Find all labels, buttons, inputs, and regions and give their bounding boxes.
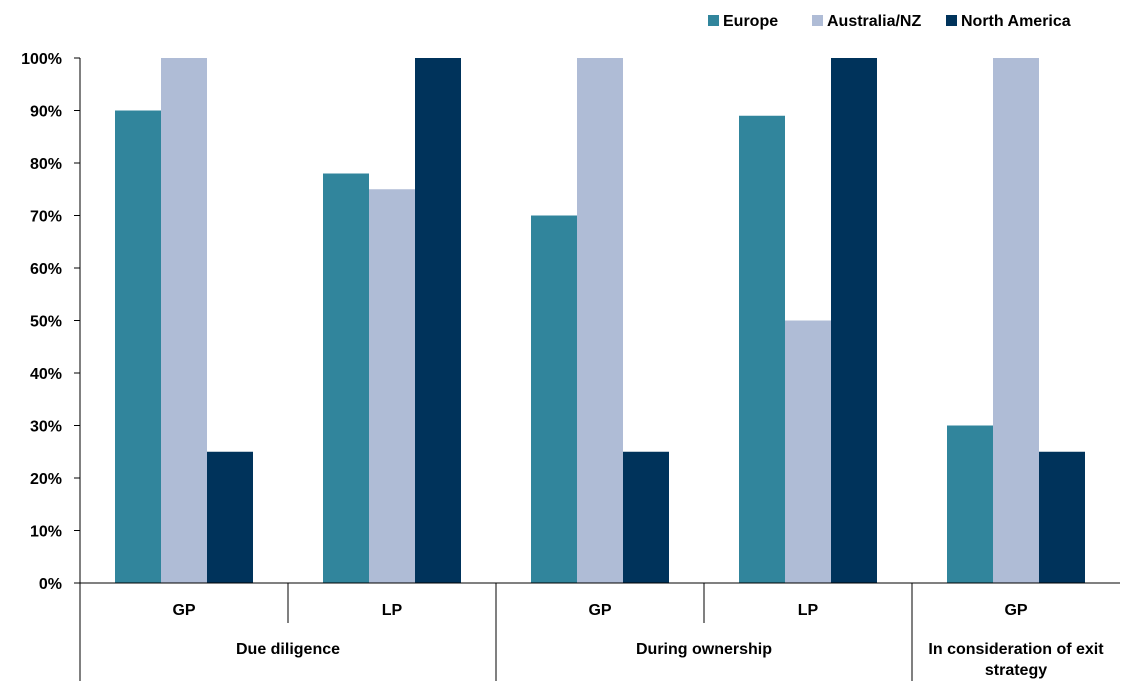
- legend-label: Australia/NZ: [827, 13, 921, 30]
- x-category-label: LP: [798, 602, 819, 619]
- bars: [115, 58, 1085, 583]
- y-tick-label: 100%: [21, 51, 62, 68]
- y-tick-label: 60%: [30, 261, 62, 278]
- legend: Europe Australia/NZ North America: [708, 13, 1071, 30]
- x-category-label: LP: [382, 602, 403, 619]
- x-axis: GP LP Due diligence GP LP During ownership GP I…: [79, 582, 1120, 681]
- bar-australia-nz-4: [785, 320, 831, 583]
- y-tick-label: 50%: [30, 314, 62, 331]
- bar-europe-3: [531, 215, 577, 583]
- bar-north-america-5: [1039, 451, 1085, 583]
- x-category-label: GP: [172, 602, 195, 619]
- bar-australia-nz-1: [161, 58, 207, 583]
- x-group-label: In consideration of exit strategy: [928, 641, 1104, 679]
- y-axis: 0% 10% 20% 30% 40% 50% 60% 70% 80% 90% 100%: [21, 51, 81, 593]
- y-tick-label: 20%: [30, 471, 62, 488]
- legend-swatch: [812, 15, 823, 26]
- legend-swatch: [708, 15, 719, 26]
- bar-europe-4: [739, 115, 785, 583]
- x-group-label: During ownership: [636, 641, 772, 658]
- legend-label: Europe: [723, 13, 778, 30]
- bar-australia-nz-5: [993, 58, 1039, 583]
- y-tick-label: 40%: [30, 366, 62, 383]
- bar-north-america-1: [207, 451, 253, 583]
- bar-europe-5: [947, 425, 993, 583]
- y-tick-label: 80%: [30, 156, 62, 173]
- y-tick-label: 90%: [30, 104, 62, 121]
- x-category-label: GP: [588, 602, 611, 619]
- bar-north-america-2: [415, 58, 461, 583]
- y-tick-label: 30%: [30, 419, 62, 436]
- x-group-label: Due diligence: [236, 641, 340, 658]
- legend-label: North America: [961, 13, 1071, 30]
- legend-swatch: [946, 15, 957, 26]
- y-tick-label: 70%: [30, 209, 62, 226]
- bar-north-america-4: [831, 58, 877, 583]
- bar-australia-nz-2: [369, 189, 415, 583]
- y-tick-label: 0%: [39, 576, 62, 593]
- bar-north-america-3: [623, 451, 669, 583]
- y-tick-label: 10%: [30, 524, 62, 541]
- x-category-label: GP: [1004, 602, 1027, 619]
- bar-europe-1: [115, 110, 161, 583]
- bar-europe-2: [323, 173, 369, 583]
- bar-australia-nz-3: [577, 58, 623, 583]
